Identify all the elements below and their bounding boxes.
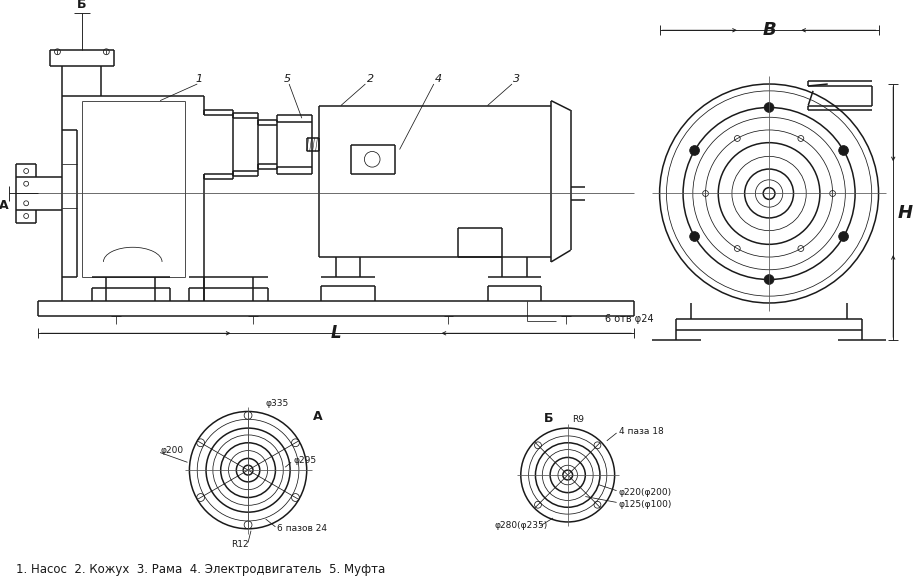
Text: φ335: φ335 (266, 399, 289, 408)
Circle shape (764, 102, 774, 112)
Text: 3: 3 (513, 74, 520, 84)
Text: φ280(φ235): φ280(φ235) (495, 521, 548, 531)
Text: R12: R12 (231, 540, 249, 549)
Text: L: L (331, 324, 341, 342)
Text: Б: Б (543, 412, 553, 425)
Text: 6 отв φ24: 6 отв φ24 (604, 314, 654, 324)
Text: φ295: φ295 (293, 456, 316, 465)
Text: 1: 1 (195, 74, 203, 84)
Circle shape (839, 232, 848, 242)
Text: 1. Насос  2. Кожух  3. Рама  4. Электродвигатель  5. Муфта: 1. Насос 2. Кожух 3. Рама 4. Электродвиг… (16, 564, 385, 576)
Text: φ220(φ200): φ220(φ200) (618, 488, 672, 497)
Text: A: A (0, 199, 8, 212)
Text: 5: 5 (284, 74, 290, 84)
Circle shape (839, 146, 848, 155)
Text: В: В (762, 21, 776, 39)
Text: 6 пазов 24: 6 пазов 24 (278, 524, 328, 533)
Circle shape (764, 275, 774, 284)
Text: Б: Б (77, 0, 87, 12)
Text: 4: 4 (436, 74, 442, 84)
Text: φ125(φ100): φ125(φ100) (618, 500, 672, 509)
Text: R9: R9 (572, 415, 584, 424)
Text: φ200: φ200 (160, 446, 184, 455)
Text: H: H (897, 204, 912, 222)
Text: A: A (312, 410, 322, 423)
Circle shape (689, 232, 699, 242)
Text: 4 паза 18: 4 паза 18 (618, 427, 663, 436)
Circle shape (689, 146, 699, 155)
Text: 2: 2 (367, 74, 373, 84)
